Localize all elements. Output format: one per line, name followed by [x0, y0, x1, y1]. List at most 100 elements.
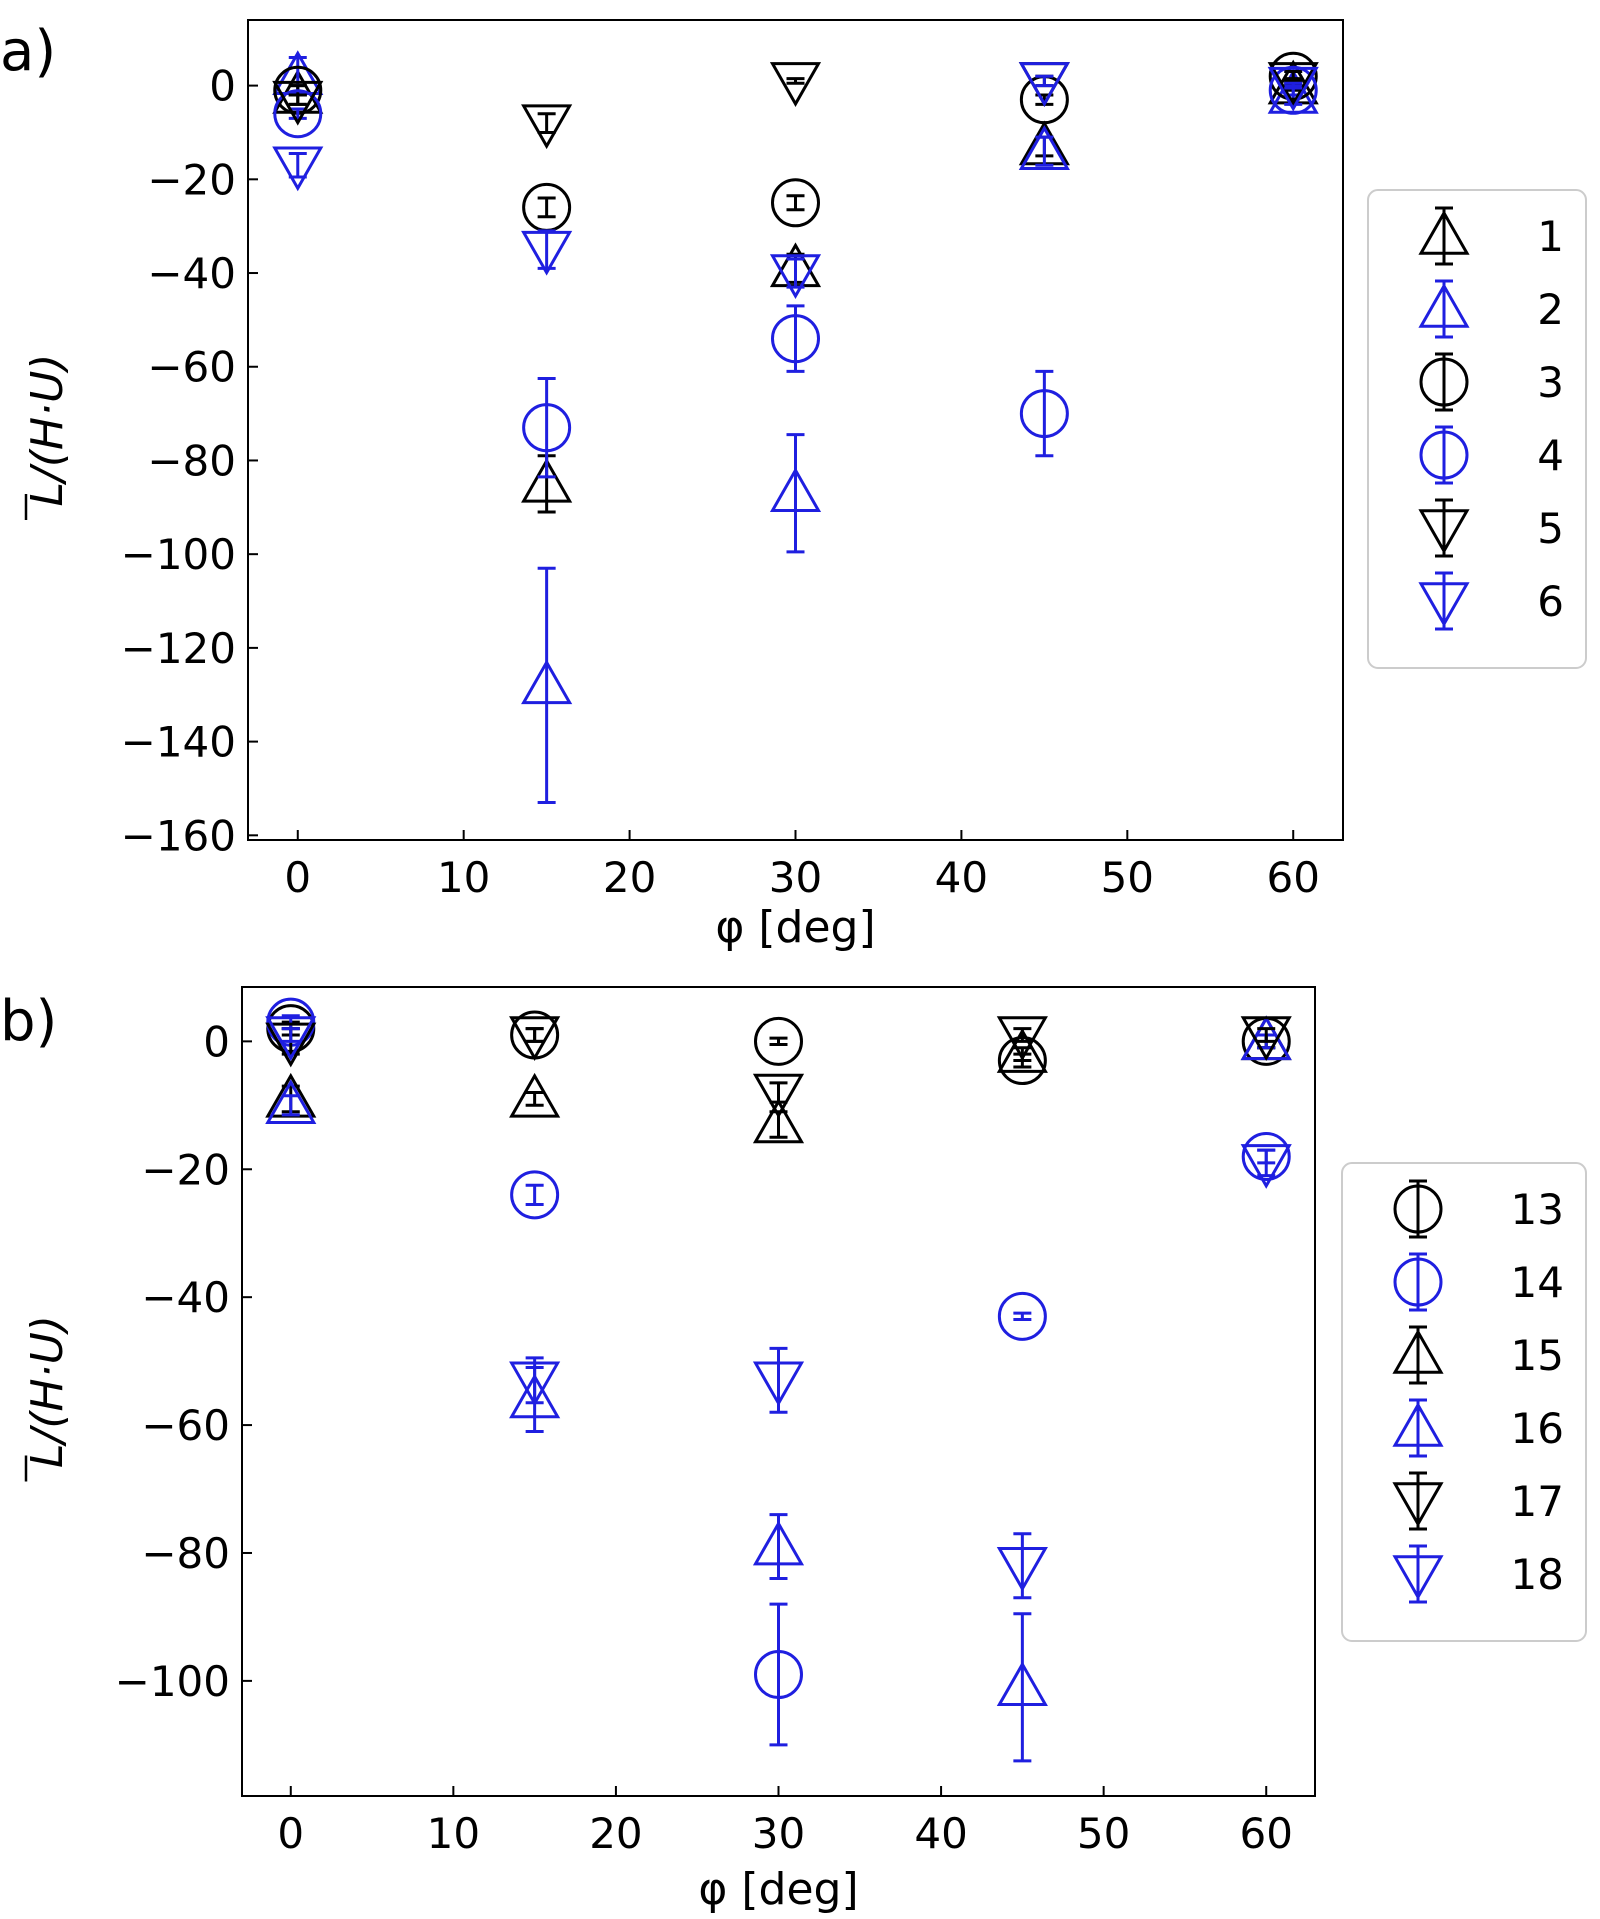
data-point	[265, 1079, 317, 1125]
legend-marker	[1418, 509, 1470, 555]
plot-frame	[247, 19, 1344, 841]
chart-panel-a: a) 0 10 20 30 40 50 60 0 −20 −40 −60 −80 −100 −120 −140…	[0, 19, 1587, 953]
series-5	[272, 62, 1319, 150]
y-tick-label: −100	[121, 530, 236, 579]
data-point	[754, 1649, 803, 1699]
error-bar	[1035, 369, 1054, 458]
legend-item: 16	[1392, 1398, 1564, 1458]
series-4	[273, 65, 1318, 479]
error-bar	[769, 1036, 788, 1047]
x-tick-label: 30	[769, 853, 822, 902]
legend-item: 3	[1419, 352, 1564, 412]
error-bar	[537, 196, 556, 219]
legend-marker	[1392, 1555, 1444, 1601]
x-tick-label: 50	[1077, 1809, 1130, 1858]
x-tick-label: 60	[1267, 853, 1320, 902]
data-point	[752, 1361, 805, 1407]
y-tick-label: −160	[121, 811, 236, 860]
data-point	[521, 659, 573, 705]
data-point	[996, 1028, 1048, 1073]
data-point	[752, 1073, 805, 1119]
data-point	[997, 1291, 1047, 1341]
error-bar	[525, 1027, 544, 1043]
series-2	[272, 50, 1319, 805]
legend-label: 18	[1511, 1550, 1564, 1599]
data-point	[1268, 51, 1318, 101]
data-point	[272, 146, 324, 192]
error-bar	[1284, 81, 1303, 90]
data-point	[1267, 66, 1319, 112]
legend-label: 1	[1537, 212, 1564, 261]
data-point	[996, 1016, 1048, 1061]
legend-error-bar	[1435, 425, 1453, 485]
y-tick-label: −60	[147, 343, 236, 392]
legend-item: 2	[1418, 279, 1564, 339]
legend: 1 2 3 4 5 6	[1367, 189, 1587, 669]
x-tick-label: 0	[284, 853, 311, 902]
legend-marker	[1418, 582, 1470, 628]
legend-label: 14	[1511, 1258, 1564, 1307]
legend-item: 5	[1418, 498, 1564, 558]
legend-item: 15	[1392, 1325, 1564, 1385]
error-bar	[537, 566, 556, 805]
data-point	[769, 254, 822, 300]
error-bar	[281, 1027, 300, 1043]
error-bar	[1013, 1612, 1032, 1763]
x-tick-label: 40	[935, 853, 988, 902]
data-point	[771, 178, 820, 228]
data-point	[1240, 1144, 1292, 1189]
data-point	[510, 1170, 560, 1220]
data-layer	[265, 997, 1292, 1763]
series-18	[265, 1016, 1292, 1600]
y-tick-label: −40	[141, 1273, 230, 1322]
legend-item: 13	[1393, 1179, 1564, 1239]
panel-label: a)	[0, 19, 56, 84]
legend: 13 14 15 16 17 18	[1341, 1162, 1587, 1642]
legend-marker	[1393, 1257, 1443, 1307]
legend-marker	[1419, 430, 1469, 480]
y-tick-label: −40	[147, 249, 236, 298]
data-point	[996, 1547, 1048, 1592]
data-point	[1019, 389, 1069, 439]
data-point	[1267, 62, 1319, 107]
y-tick-label: −20	[141, 1145, 230, 1194]
data-point	[996, 1661, 1048, 1707]
panel-label: b)	[0, 989, 57, 1054]
legend-marker	[1418, 209, 1470, 255]
legend-marker	[1392, 1328, 1444, 1374]
x-tick-label: 30	[752, 1809, 805, 1858]
legend-error-bar	[1435, 352, 1453, 412]
data-point	[509, 1072, 561, 1118]
legend-label: 15	[1511, 1331, 1564, 1380]
series-13	[266, 1004, 1291, 1086]
data-point	[265, 1016, 317, 1061]
error-bar	[525, 1356, 544, 1405]
legend-label: 5	[1537, 504, 1564, 553]
data-point	[509, 1361, 561, 1407]
error-bar	[288, 93, 307, 106]
legend-box	[1341, 1162, 1587, 1642]
x-tick-label: 10	[437, 853, 490, 902]
y-tick-label: −60	[141, 1401, 230, 1450]
error-bar	[786, 433, 805, 554]
x-tick-label: 40	[914, 1809, 967, 1858]
error-bar	[1013, 1311, 1032, 1322]
chart-panel-b: b) 0 10 20 30 40 50 60 0 −20 −40 −60 −80 −100 φ [deg] L…	[0, 986, 1587, 1915]
data-layer	[272, 50, 1319, 805]
legend-label: 2	[1537, 285, 1564, 334]
y-axis-label: L/(H·U)	[22, 1315, 73, 1468]
error-bar	[786, 77, 805, 85]
legend-item: 17	[1392, 1471, 1564, 1531]
legend-item: 6	[1418, 571, 1564, 631]
data-point	[521, 457, 573, 503]
data-point	[752, 1098, 805, 1144]
x-tick-label: 0	[277, 1809, 304, 1858]
y-tick-label: −100	[115, 1657, 230, 1706]
error-bar	[288, 152, 307, 179]
legend-label: 3	[1537, 358, 1564, 407]
legend-label: 6	[1537, 577, 1564, 626]
x-tick-label: 10	[427, 1809, 480, 1858]
legend-label: 17	[1511, 1477, 1564, 1526]
series-15	[265, 1015, 1292, 1144]
